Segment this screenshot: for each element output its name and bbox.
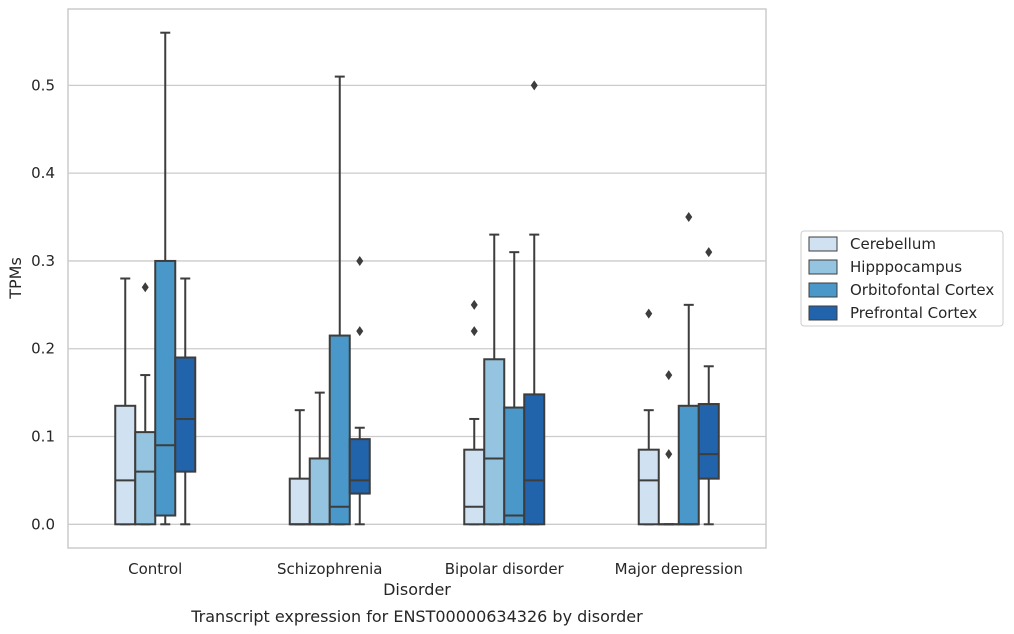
legend-swatch [808,236,838,252]
box-1-3 [657,370,680,526]
outlier-point [665,449,673,460]
legend: Cerebellum Hipppocampus Orbitofontal Corte… [800,230,1004,327]
y-tick-labels: 0.0 0.1 0.2 0.3 0.4 0.5 [31,76,55,533]
legend-frame [800,230,1004,327]
box-series [114,31,720,526]
outlier-point [685,212,693,223]
box-0-2 [463,299,486,526]
chart-caption: Transcript expression for ENST0000063432… [190,607,643,626]
box-iqr [348,438,371,495]
box-iqr [308,457,331,526]
box-1-0 [134,282,157,526]
box-3-1 [348,255,371,526]
x-tick-labels: Control Schizophrenia Bipolar disorder Majo… [128,560,743,578]
x-tick-label: Schizophrenia [277,560,382,578]
box-iqr [677,404,700,526]
box-iqr [288,477,311,526]
legend-swatch [808,282,838,298]
box-2-0 [154,31,177,526]
box-0-1 [288,409,311,526]
box-0-3 [637,308,660,526]
box-iqr [523,393,546,526]
outlier-point [645,308,653,319]
box-iqr [503,406,526,526]
plot-frame [67,8,767,549]
legend-label: Cerebellum [850,235,936,253]
box-3-3 [697,247,720,526]
outlier-point [530,80,538,91]
box-2-3 [677,212,700,526]
box-3-2 [523,80,546,526]
legend-label: Orbitofontal Cortex [850,281,994,299]
box-iqr [134,431,157,526]
box-0-0 [114,277,137,526]
box-2-1 [328,75,351,526]
y-tick-label: 0.2 [31,340,55,358]
outlier-point [356,255,364,266]
x-tick-label: Bipolar disorder [445,560,565,578]
y-tick-label: 0.3 [31,252,55,270]
y-axis-label: TPMs [6,257,25,300]
outlier-point [470,299,478,310]
outlier-point [705,247,713,258]
box-iqr [637,448,660,526]
box-iqr [154,259,177,517]
x-tick-label: Major depression [615,560,743,578]
box-iqr [463,448,486,526]
legend-swatch [808,259,838,275]
box-iqr [697,403,720,480]
box-1-1 [308,391,331,526]
y-tick-label: 0.1 [31,428,55,446]
box-iqr [483,358,506,526]
box-iqr [114,404,137,526]
outlier-point [665,370,673,381]
outlier-point [356,326,364,337]
box-3-0 [174,277,197,526]
y-tick-label: 0.5 [31,76,55,94]
y-tick-label: 0.0 [31,515,55,533]
legend-label: Prefrontal Cortex [850,304,977,322]
x-axis-label: Disorder [383,580,451,599]
y-tick-label: 0.4 [31,164,55,182]
legend-swatch [808,305,838,321]
outlier-point [470,326,478,337]
x-tick-label: Control [128,560,182,578]
box-iqr [174,356,197,473]
box-iqr [328,334,351,526]
outlier-point [141,282,149,293]
legend-label: Hipppocampus [850,258,962,276]
box-1-2 [483,233,506,526]
